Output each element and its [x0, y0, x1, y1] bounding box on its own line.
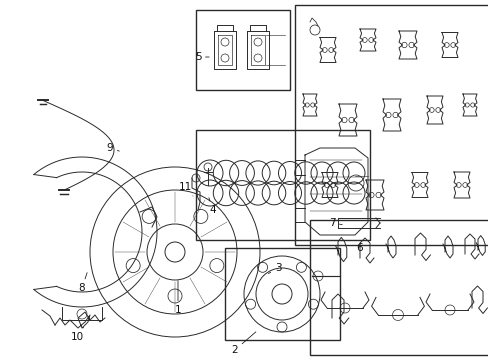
Bar — [196, 130, 369, 240]
Text: 5: 5 — [194, 52, 209, 62]
Text: 6: 6 — [356, 243, 363, 253]
Text: 4: 4 — [208, 198, 216, 215]
Text: 3: 3 — [268, 263, 281, 274]
Bar — [294, 5, 488, 245]
Text: 10: 10 — [70, 327, 83, 342]
Bar — [196, 10, 289, 90]
Bar — [309, 220, 488, 355]
Bar — [224, 248, 339, 340]
Text: 7: 7 — [328, 218, 342, 228]
Text: 9: 9 — [106, 143, 119, 153]
Text: 1: 1 — [174, 281, 181, 315]
Text: 8: 8 — [79, 273, 87, 293]
Text: 2: 2 — [231, 332, 255, 355]
Text: 11: 11 — [178, 182, 193, 196]
